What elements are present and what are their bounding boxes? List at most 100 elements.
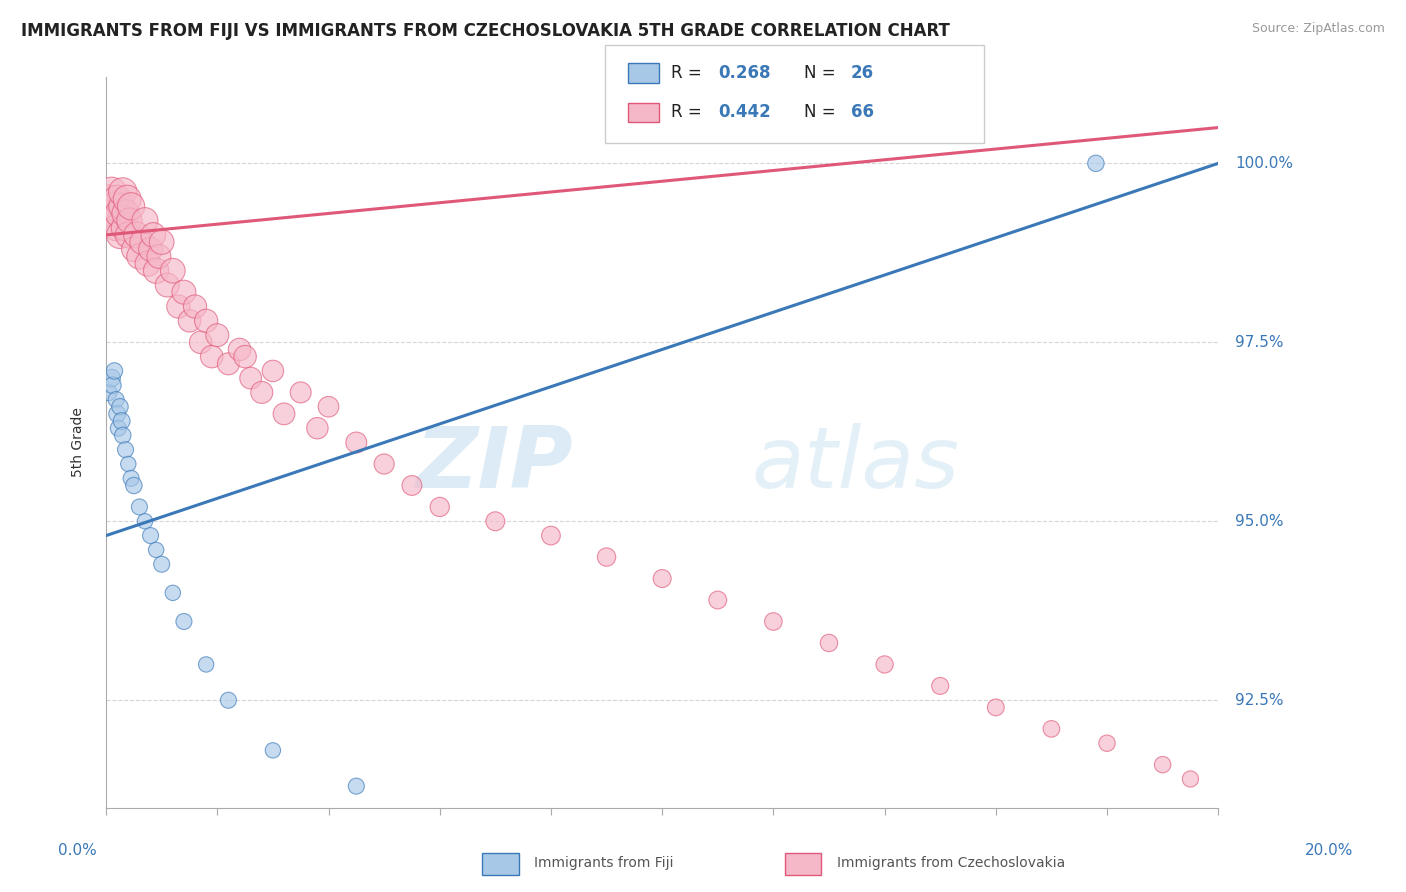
Text: N =: N = [804,103,841,121]
Point [344,779,367,793]
Point [228,343,250,357]
Text: 66: 66 [851,103,873,121]
Point [105,192,128,206]
Point [818,636,841,650]
Text: R =: R = [671,103,707,121]
Text: 97.5%: 97.5% [1234,334,1284,350]
Point [1084,156,1107,170]
Point [167,300,190,314]
Point [148,249,170,263]
Point [762,615,785,629]
Point [115,192,138,206]
Text: 100.0%: 100.0% [1234,156,1294,171]
Point [114,206,136,220]
Point [184,300,207,314]
Text: atlas: atlas [751,423,959,506]
Point [145,263,167,277]
Point [108,400,131,414]
Point [111,414,134,428]
Point [103,199,125,213]
Point [195,657,218,672]
Point [195,314,218,328]
Point [239,371,262,385]
Point [1040,722,1063,736]
Point [107,206,129,220]
Text: Immigrants from Czechoslovakia: Immigrants from Czechoslovakia [837,856,1064,871]
Point [100,371,122,385]
Text: ZIP: ZIP [416,423,574,506]
Point [136,256,159,270]
Point [125,227,148,242]
Point [101,213,124,227]
Point [262,743,284,757]
Point [173,285,195,300]
Point [250,385,273,400]
Point [103,364,125,378]
Point [122,242,145,256]
Point [112,220,135,235]
Point [162,586,184,600]
Point [173,615,195,629]
Point [150,235,173,249]
Point [134,514,156,528]
Point [134,213,156,227]
Text: 95.0%: 95.0% [1234,514,1284,529]
Text: 0.0%: 0.0% [58,843,97,858]
Point [145,542,167,557]
Point [139,528,162,542]
Point [101,378,124,392]
Point [156,278,179,293]
Point [233,350,256,364]
Text: R =: R = [671,64,707,82]
Point [706,593,728,607]
Point [128,500,150,514]
Y-axis label: 5th Grade: 5th Grade [72,408,86,477]
Point [118,213,141,227]
Text: Source: ZipAtlas.com: Source: ZipAtlas.com [1251,22,1385,36]
Point [162,263,184,277]
Point [318,400,340,414]
Point [128,249,150,263]
Point [401,478,423,492]
Point [1095,736,1118,750]
Point [540,528,562,542]
Point [207,328,229,343]
Point [100,185,122,199]
Point [111,428,134,442]
Point [873,657,896,672]
Point [201,350,224,364]
Point [429,500,451,514]
Point [111,199,134,213]
Point [217,357,239,371]
Text: IMMIGRANTS FROM FIJI VS IMMIGRANTS FROM CZECHOSLOVAKIA 5TH GRADE CORRELATION CHA: IMMIGRANTS FROM FIJI VS IMMIGRANTS FROM … [21,22,950,40]
Point [595,550,617,565]
Point [107,421,129,435]
Point [100,206,122,220]
Point [120,471,142,485]
Point [117,227,139,242]
Point [273,407,295,421]
Point [131,235,153,249]
Point [142,227,165,242]
Point [262,364,284,378]
Point [139,242,162,256]
Text: Immigrants from Fiji: Immigrants from Fiji [534,856,673,871]
Text: 0.442: 0.442 [718,103,772,121]
Point [984,700,1007,714]
Point [484,514,506,528]
Text: N =: N = [804,64,841,82]
Point [150,558,173,572]
Point [290,385,312,400]
Point [373,457,395,471]
Point [307,421,329,435]
Point [217,693,239,707]
Point [122,478,145,492]
Point [97,192,120,206]
Point [929,679,952,693]
Point [1152,757,1174,772]
Point [108,227,131,242]
Point [117,457,139,471]
Point [344,435,367,450]
Text: 26: 26 [851,64,873,82]
Point [1180,772,1202,786]
